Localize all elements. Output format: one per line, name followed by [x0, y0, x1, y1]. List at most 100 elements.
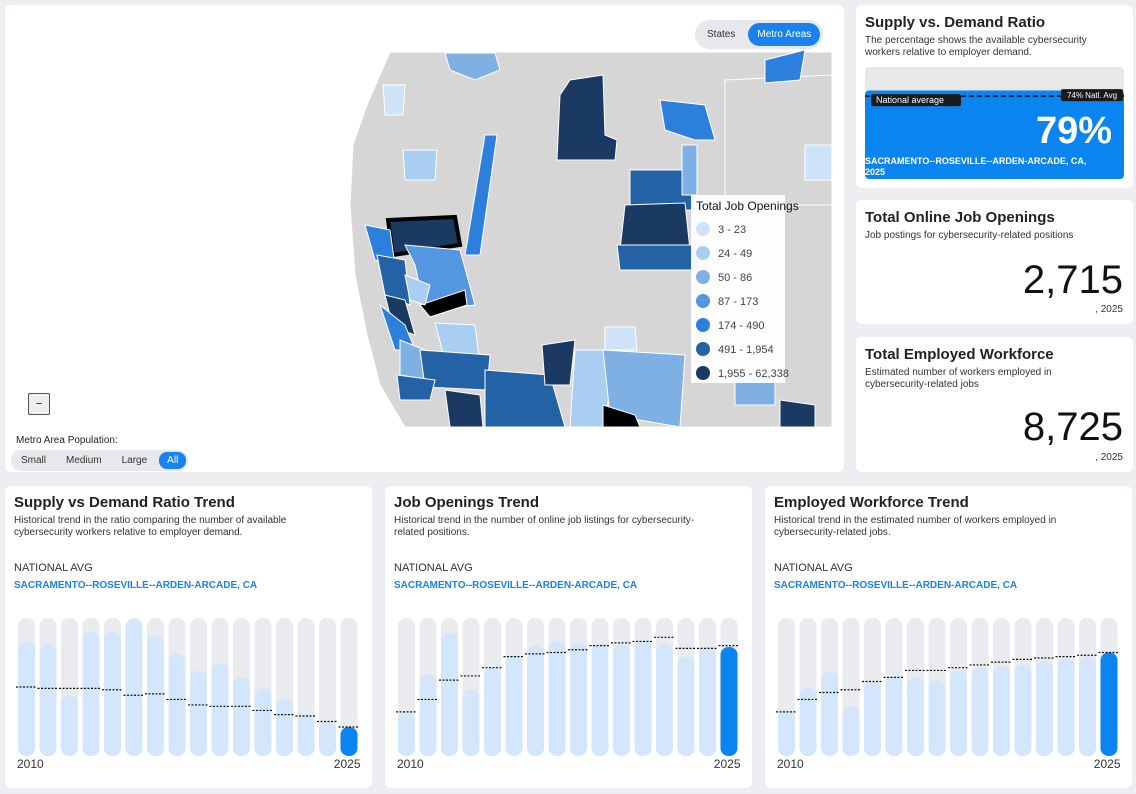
legend-swatch [696, 342, 710, 356]
legend-location: SACRAMENTO--ROSEVILLE--ARDEN-ARCADE, CA [394, 580, 638, 591]
card-title: Employed Workforce Trend [774, 494, 969, 511]
ratio-card: Supply vs. Demand Ratio The percentage s… [856, 5, 1133, 188]
bar [993, 666, 1010, 756]
legend-title: Total Job Openings [696, 199, 799, 213]
trend-card: Job Openings Trend Historical trend in th… [385, 486, 752, 788]
card-description: The percentage shows the available cyber… [865, 35, 1087, 58]
bar [720, 646, 738, 756]
legend-label: 174 - 490 [718, 320, 764, 332]
bar [104, 631, 121, 756]
gauge-fill [865, 90, 1124, 179]
national-average-tag: National average [876, 95, 944, 105]
x-tick-label: 2010 [17, 757, 44, 771]
map-shapes [349, 49, 833, 428]
trend-chart: 2010 2025 [776, 618, 1121, 771]
map: Total Job Openings 3 - 23 24 - 49 50 - 86 8… [349, 49, 833, 428]
population-filter: Small Medium Large All [11, 450, 189, 471]
ratio-location: SACRAMENTO--ROSEVILLE--ARDEN-ARCADE, CA,… [865, 156, 1086, 177]
legend-swatch [696, 366, 710, 380]
x-tick-label: 2025 [1094, 757, 1121, 771]
bar [778, 710, 795, 756]
legend-label: 491 - 1,954 [718, 344, 774, 356]
population-option[interactable]: Small [21, 455, 47, 466]
legend-national: NATIONAL AVG [14, 562, 93, 574]
kpi-value: 8,725 [1022, 405, 1123, 449]
population-option[interactable]: Large [121, 455, 148, 466]
card-description: Job postings for cybersecurity-related p… [865, 230, 1074, 241]
legend-swatch [696, 222, 710, 236]
bar [276, 699, 293, 756]
ratio-gauge: 74% Natl. Avg National average 79% SACRAMEN… [865, 67, 1124, 179]
bar [699, 646, 716, 756]
legend-label: 24 - 49 [718, 248, 752, 260]
bar [971, 667, 989, 756]
kpi-footnote: , 2025 [1095, 304, 1123, 315]
bar [18, 641, 35, 756]
bar [319, 721, 336, 756]
bar [462, 689, 480, 756]
natl-avg-label: 74% Natl. Avg [1067, 91, 1117, 100]
bar [885, 675, 903, 756]
toggle-metro[interactable]: Metro Areas [748, 23, 821, 46]
bar [677, 656, 695, 756]
population-label: Metro Area Population: [16, 435, 118, 446]
card-title: Total Employed Workforce [865, 346, 1054, 363]
bar [61, 695, 78, 756]
map-card: Total Job Openings 3 - 23 24 - 49 50 - 86 8… [5, 5, 844, 472]
bar [548, 641, 566, 756]
bar [656, 644, 673, 756]
bar [505, 655, 523, 756]
legend-label: 50 - 86 [718, 272, 752, 284]
bar [419, 674, 437, 756]
bar [842, 706, 860, 756]
card-description: Historical trend in the number of online… [394, 515, 695, 538]
legend-label: 87 - 173 [718, 296, 758, 308]
bar [168, 653, 186, 756]
toggle-states[interactable]: States [707, 29, 736, 40]
view-toggle: States Metro Areas [695, 20, 824, 49]
bar [190, 670, 207, 756]
bar [82, 631, 100, 756]
population-option[interactable]: All [159, 452, 187, 469]
trend-card: Supply vs Demand Ratio Trend Historical t… [5, 486, 372, 788]
workforce-card: Total Employed Workforce Estimated numbe… [856, 337, 1133, 472]
bar [591, 644, 609, 756]
bar [233, 677, 250, 756]
bar [864, 681, 881, 756]
bar [570, 642, 587, 756]
bar [634, 640, 652, 756]
map-legend: Total Job Openings 3 - 23 24 - 49 50 - 86 8… [691, 195, 799, 383]
card-description: Historical trend in the ratio comparing … [14, 515, 287, 538]
bar [1057, 658, 1075, 756]
bar [39, 644, 57, 756]
bar [254, 688, 272, 756]
bar [340, 727, 358, 756]
bar [821, 671, 838, 756]
trend-chart: 2010 2025 [16, 618, 361, 771]
bar [799, 688, 817, 756]
natl-avg-badge [1061, 89, 1123, 102]
bar-track [340, 618, 358, 756]
legend-national: NATIONAL AVG [774, 562, 853, 574]
bar [147, 635, 164, 756]
population-option[interactable]: Medium [66, 455, 102, 466]
bar [211, 663, 229, 756]
bar [398, 711, 415, 756]
card-description: Estimated number of workers employed in … [865, 367, 1052, 390]
legend-location: SACRAMENTO--ROSEVILLE--ARDEN-ARCADE, CA [774, 580, 1018, 591]
bar [928, 680, 946, 756]
bar [1079, 656, 1096, 756]
x-tick-label: 2010 [397, 757, 424, 771]
bar [441, 633, 458, 756]
openings-card: Total Online Job Openings Job postings f… [856, 200, 1133, 324]
zoom-out-button[interactable]: − [28, 393, 50, 415]
legend-national: NATIONAL AVG [394, 562, 473, 574]
card-title: Supply vs. Demand Ratio [865, 14, 1046, 31]
bar [950, 670, 967, 756]
card-title: Job Openings Trend [394, 494, 540, 511]
legend-location: SACRAMENTO--ROSEVILLE--ARDEN-ARCADE, CA [14, 580, 258, 591]
trend-card: Employed Workforce Trend Historical trend… [765, 486, 1132, 788]
trend-chart: 2010 2025 [396, 618, 741, 771]
ratio-value: 79% [1036, 110, 1112, 152]
